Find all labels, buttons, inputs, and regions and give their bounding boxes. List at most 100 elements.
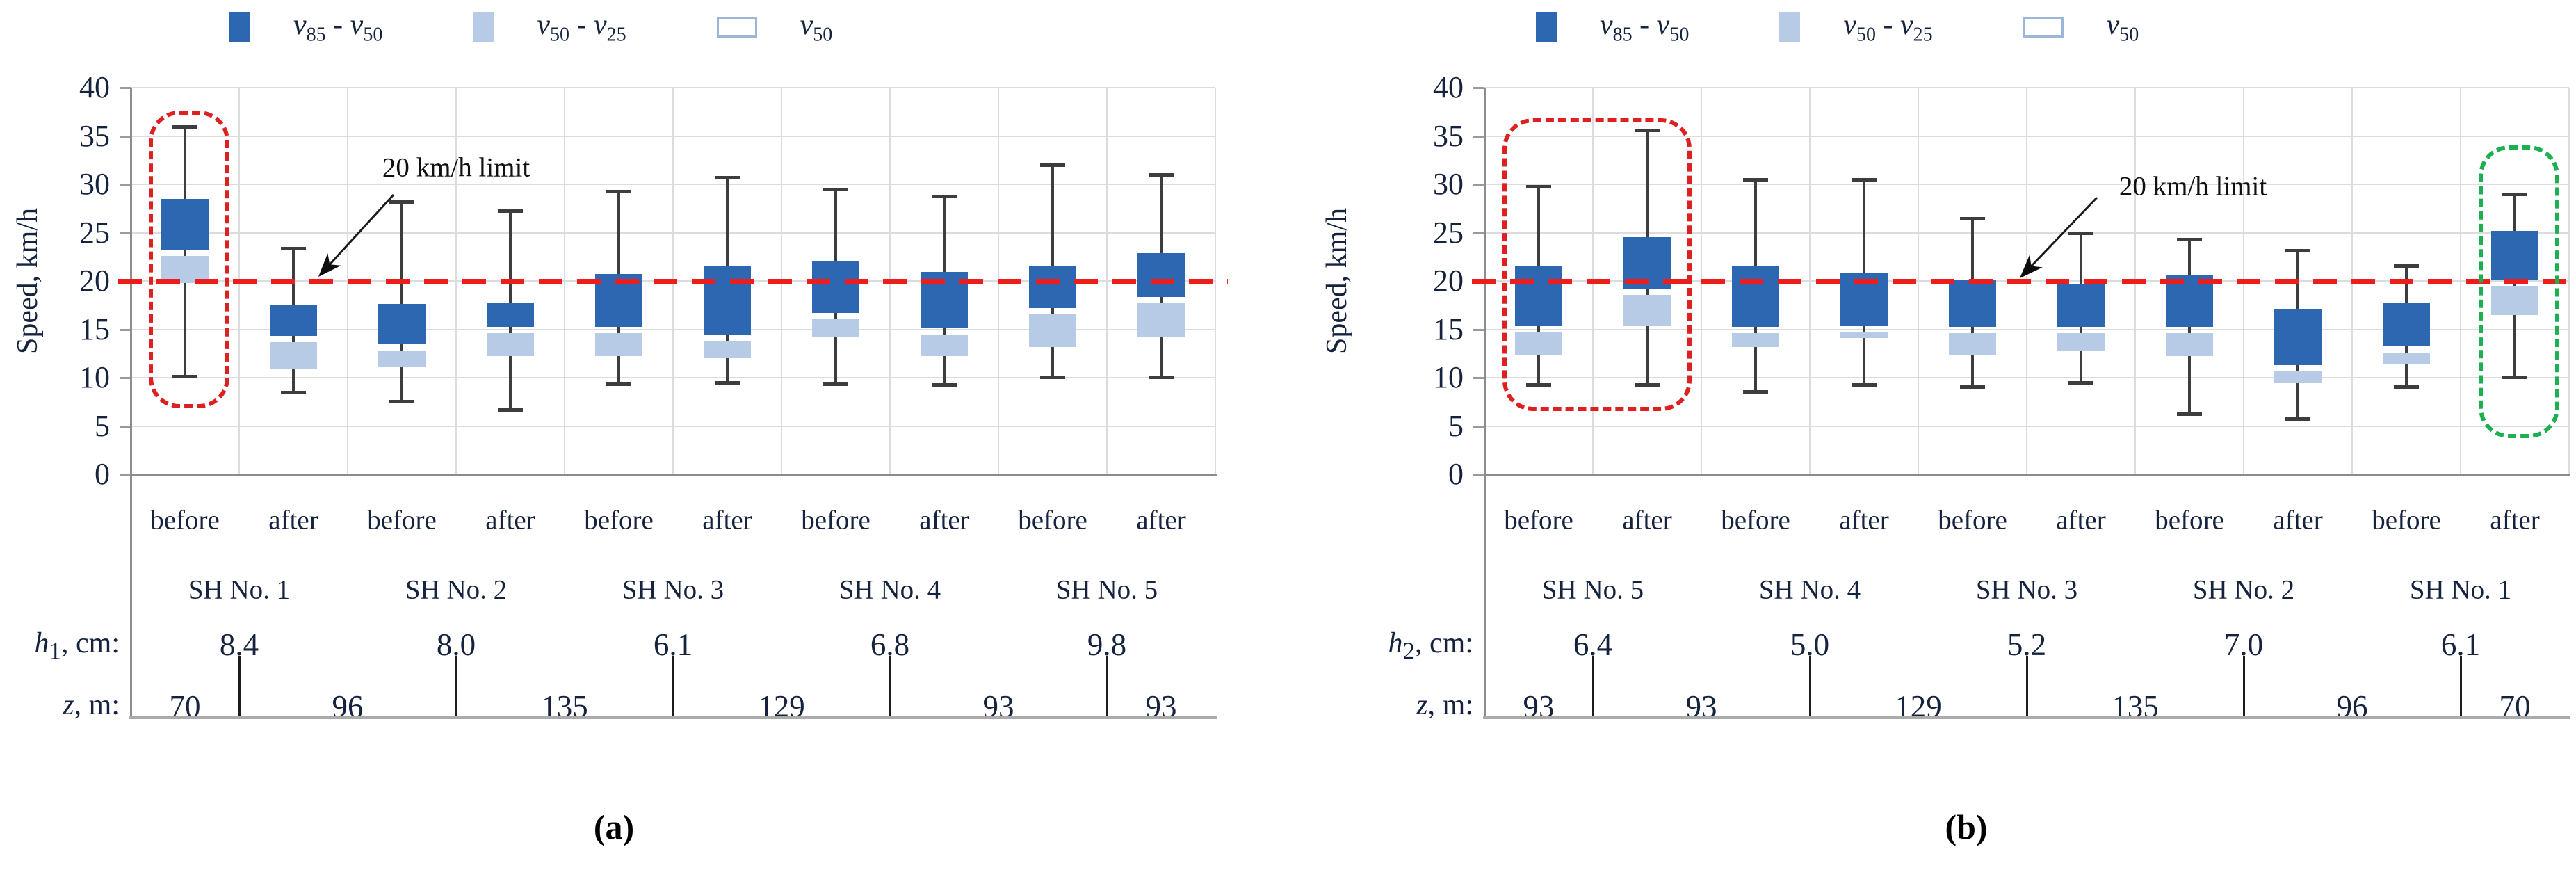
group-label: SH No. 1: [2409, 574, 2512, 605]
hump-height-value: 6.8: [870, 627, 910, 662]
group-label: SH No. 5: [1055, 574, 1158, 605]
annotation-20kmh-label: 20 km/h limit: [382, 152, 530, 183]
box-v85-v50: [2383, 303, 2430, 347]
group-label: SH No. 3: [622, 574, 724, 605]
y-axis-tick: [1473, 232, 1484, 234]
box-v85-v50: [1137, 252, 1185, 298]
box-v50-v25: [1515, 332, 1562, 355]
phase-label: before: [1721, 505, 1790, 535]
box-v50-v25: [1029, 314, 1076, 347]
phase-label: before: [1938, 505, 2007, 535]
legend-label: v50: [800, 9, 833, 46]
y-axis-tick-label: 5: [1448, 408, 1464, 443]
whisker-cap-max: [498, 209, 523, 213]
box-v50-v25: [161, 256, 209, 283]
hump-height-tick: [1105, 656, 1108, 718]
box-v50-v25: [921, 334, 968, 357]
hump-height-tick: [889, 656, 891, 718]
box-v50-v25: [812, 319, 859, 337]
phase-label: after: [702, 505, 752, 535]
y-axis-tick-label: 35: [79, 118, 110, 153]
distance-value: 70: [169, 689, 201, 724]
y-axis-title: Speed, km/h: [12, 208, 44, 354]
y-axis-tick: [120, 425, 131, 428]
distance-value: 96: [332, 689, 364, 724]
box-v50-v25: [2057, 333, 2105, 352]
chart-panel-a: v85 - v50 v50 - v25 v50 40 35 30 25 20 15 10 5 0 Spe…: [12, 8, 1228, 846]
whisker-cap-max: [1149, 173, 1174, 177]
box-v50-v25: [1137, 303, 1185, 337]
y-axis-tick: [120, 87, 131, 89]
phase-label: before: [1018, 505, 1087, 535]
box-v85-v50: [1515, 265, 1562, 326]
group-label: SH No. 5: [1541, 574, 1644, 605]
phase-label: before: [150, 505, 220, 535]
whisker-cap-max: [2068, 231, 2093, 235]
phase-label: before: [367, 505, 437, 535]
y-axis-tick: [1473, 425, 1484, 428]
y-axis-tick: [1473, 377, 1484, 379]
y-axis-tick: [120, 474, 131, 476]
distance-value: 96: [2336, 689, 2368, 724]
legend-item-v50-v25: v50 - v25: [473, 8, 626, 46]
whisker-cap-max: [606, 189, 631, 193]
y-axis-tick-label: 40: [79, 70, 110, 104]
y-axis-tick-label: 25: [79, 215, 110, 250]
box-v50-v25: [2166, 333, 2213, 357]
phase-label: after: [1136, 505, 1186, 535]
box-v50-v25: [1732, 333, 1779, 347]
hump-height-value: 8.4: [219, 627, 259, 662]
legend-item-v50: v50: [716, 8, 833, 46]
whisker-cap-max: [2285, 248, 2310, 252]
phase-label: after: [2490, 505, 2540, 535]
whisker-cap-max: [2502, 192, 2527, 196]
whisker-cap-min: [1526, 383, 1551, 387]
distance-value: 129: [1895, 689, 1942, 724]
y-axis-tick: [1473, 135, 1484, 138]
whisker-cap-min: [1040, 376, 1065, 379]
legend-label: v50 - v25: [1843, 9, 1933, 46]
whisker-cap-min: [2394, 385, 2419, 389]
y-axis-tick: [1473, 328, 1484, 331]
y-axis-line: [1484, 88, 1486, 718]
y-axis-tick-label: 35: [1433, 118, 1464, 153]
box-v85-v50: [1732, 266, 1779, 328]
legend-label: v50 - v25: [537, 9, 626, 46]
box-v50-v25: [1949, 333, 1996, 355]
hump-height-value: 7.0: [2223, 627, 2264, 662]
y-axis-tick: [1473, 87, 1484, 89]
box-v50-v25: [2383, 353, 2430, 364]
chart-panel-b: v85 - v50 v50 - v25 v50 40 35 30 25 20 15 10 5 0 Spe…: [1288, 0, 2576, 870]
hump-height-value: 9.8: [1087, 627, 1127, 662]
highlight-rect-red: [1502, 118, 1692, 412]
box-v85-v50: [2057, 284, 2105, 328]
y-axis-tick-label: 10: [79, 360, 110, 394]
box-v50-v25: [2274, 371, 2322, 384]
highlight-rect-red: [149, 111, 229, 408]
phase-label: before: [584, 505, 654, 535]
hump-height-value: 6.1: [2440, 627, 2481, 662]
box-v85-v50: [487, 302, 534, 328]
whisker-cap-max: [281, 246, 306, 250]
y-axis-title: Speed, km/h: [1321, 208, 1353, 354]
box-v50-v25: [1840, 332, 1888, 338]
whisker-cap-max: [1852, 178, 1877, 182]
label-area-bottom-border: [1483, 716, 2570, 719]
y-axis-tick: [120, 135, 131, 138]
phase-label: after: [919, 505, 969, 535]
whisker-cap-min: [172, 374, 197, 378]
distance-value: 129: [758, 689, 805, 724]
x-axis-line: [129, 474, 1217, 476]
hump-height-value: 5.0: [1790, 627, 1830, 662]
whisker-cap-min: [606, 382, 631, 386]
distance-value: 135: [541, 689, 588, 724]
whisker-cap-min: [1743, 389, 1768, 394]
phase-label: before: [1504, 505, 1573, 535]
whisker-cap-max: [1526, 184, 1551, 188]
y-axis-tick: [120, 377, 131, 379]
y-axis-tick-label: 5: [95, 408, 110, 443]
group-label: SH No. 2: [405, 574, 508, 605]
legend-swatch-light-icon: [473, 12, 494, 43]
distance-value: 93: [1523, 689, 1555, 724]
